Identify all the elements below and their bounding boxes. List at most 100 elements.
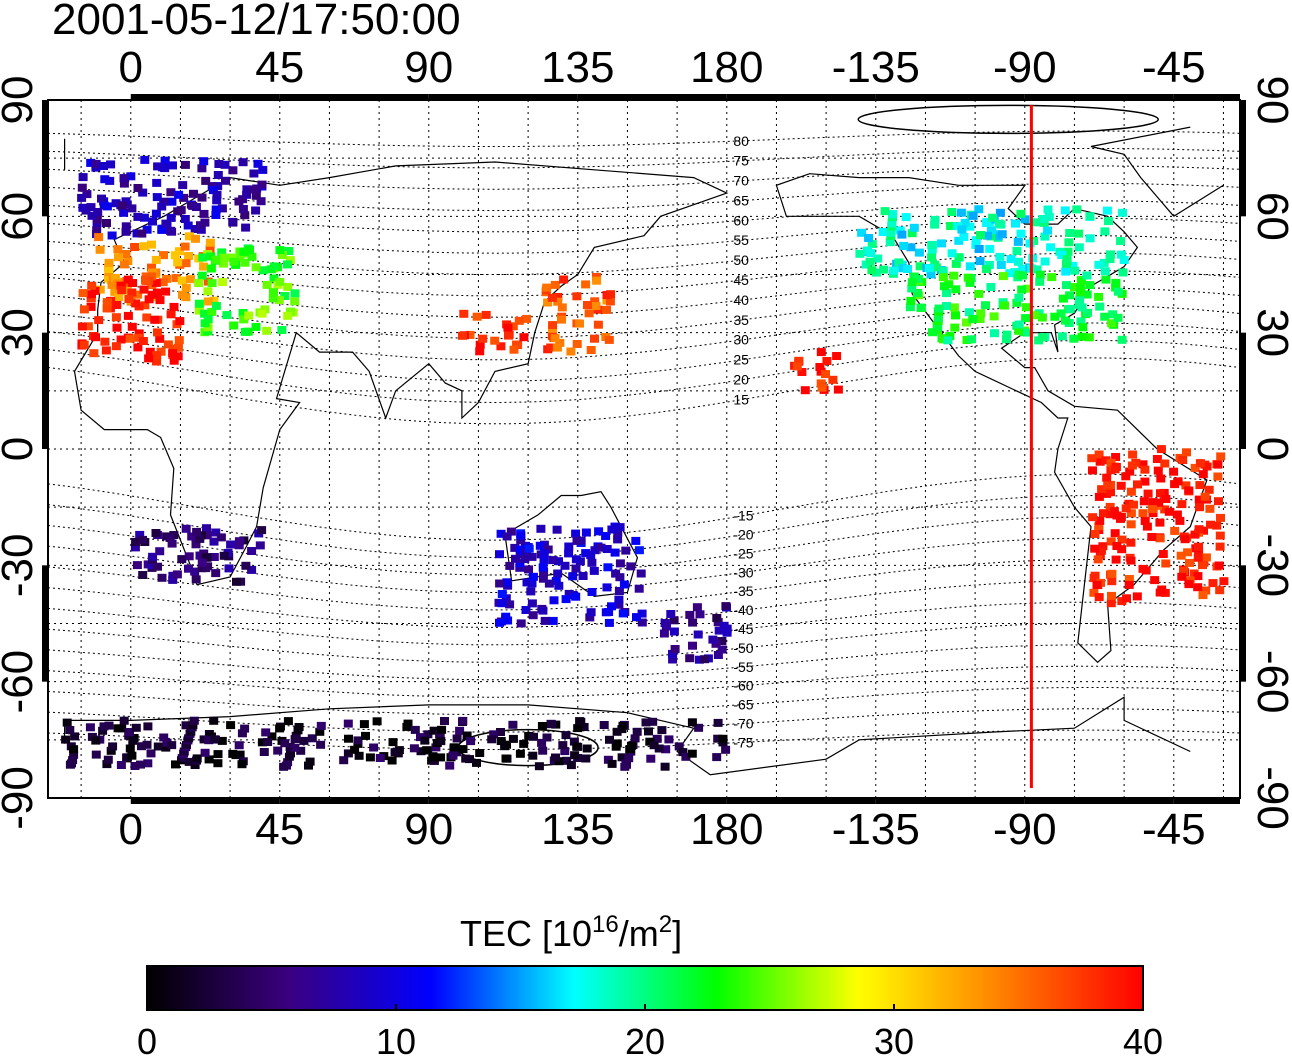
tec-cell xyxy=(1178,456,1188,464)
tec-cell xyxy=(1150,576,1160,585)
tec-cell xyxy=(971,236,981,245)
tec-cell xyxy=(123,311,133,320)
tec-cell xyxy=(1090,544,1100,553)
tec-cell xyxy=(131,723,141,732)
tec-cell xyxy=(256,197,266,206)
tec-cell xyxy=(572,340,582,348)
tec-cell xyxy=(99,162,108,170)
tec-cell xyxy=(1126,520,1136,529)
tec-cell xyxy=(157,202,167,211)
tec-cell xyxy=(286,749,295,758)
tec-cell xyxy=(1030,218,1040,227)
tec-cell xyxy=(1013,237,1023,246)
tec-cell xyxy=(110,287,120,296)
magnetic-latitude-contour xyxy=(48,516,1240,576)
tec-cell xyxy=(1106,537,1116,546)
tec-cell xyxy=(274,296,284,305)
tec-cell xyxy=(251,263,261,272)
tec-cell xyxy=(437,725,447,734)
tec-cell xyxy=(926,270,936,279)
tec-cell xyxy=(1089,574,1099,583)
tec-cell xyxy=(1023,328,1032,337)
y-tick-label: 0 xyxy=(1248,437,1292,461)
tec-cell xyxy=(388,738,398,747)
coastline xyxy=(63,126,1224,217)
tec-cell xyxy=(448,751,458,760)
tec-cell xyxy=(524,732,534,740)
tec-cell xyxy=(1140,517,1150,525)
y-tick-label: 90 xyxy=(1248,76,1292,125)
tec-cell xyxy=(1161,495,1171,503)
tec-cell xyxy=(142,740,152,749)
tec-cell xyxy=(1175,516,1185,525)
tec-cell xyxy=(712,753,722,762)
tec-cell xyxy=(581,754,591,763)
tec-cell xyxy=(800,386,810,395)
tec-cell xyxy=(1126,556,1136,565)
tec-cell xyxy=(247,252,257,261)
tec-cell xyxy=(359,720,369,729)
tec-cell xyxy=(465,330,475,339)
tec-cell xyxy=(998,272,1008,281)
tec-cell xyxy=(816,348,826,357)
tec-cell xyxy=(277,326,287,334)
tec-cell xyxy=(186,275,195,284)
tec-cell xyxy=(713,651,723,659)
tec-cell xyxy=(240,724,250,733)
tec-cell xyxy=(502,532,512,541)
tec-cell xyxy=(155,547,165,556)
tec-cell xyxy=(990,329,999,338)
tec-cell xyxy=(927,241,937,250)
tec-cell xyxy=(975,315,985,323)
tec-cell xyxy=(136,760,145,769)
tec-cell xyxy=(275,246,285,255)
tec-cell xyxy=(1070,283,1079,292)
tec-cell xyxy=(61,735,71,744)
tec-cell xyxy=(1148,498,1158,507)
tec-cell xyxy=(594,527,604,536)
tec-cell xyxy=(219,253,229,262)
x-tick-label: -135 xyxy=(832,43,920,92)
tec-cell xyxy=(1219,577,1229,586)
tec-cell xyxy=(1193,572,1203,581)
tec-cell xyxy=(907,284,917,293)
tec-cell xyxy=(228,749,238,758)
tec-cell xyxy=(85,723,95,732)
tec-cell xyxy=(148,217,157,226)
tec-cell xyxy=(212,190,222,199)
tec-cell xyxy=(234,197,244,206)
tec-cell xyxy=(1061,316,1070,325)
frame-bar-segment xyxy=(1173,798,1240,804)
tec-cell xyxy=(886,228,896,237)
tec-cell xyxy=(914,274,923,283)
tec-cell xyxy=(257,738,267,747)
tec-cell xyxy=(1194,525,1204,534)
tec-cell xyxy=(211,205,221,214)
tec-cell xyxy=(173,207,183,216)
x-tick-label: 135 xyxy=(541,805,614,854)
tec-cell xyxy=(192,754,202,763)
tec-cell xyxy=(515,559,525,568)
tec-cell xyxy=(815,363,825,371)
tec-cell xyxy=(436,737,446,746)
tec-cell xyxy=(94,316,104,325)
tec-cell xyxy=(981,301,990,310)
tec-cell xyxy=(1061,267,1071,276)
y-ticks-left: 90 60 30 0 -30 -60 -90 xyxy=(0,76,42,830)
frame-bar-segment xyxy=(428,94,578,100)
tec-cell xyxy=(1216,513,1225,522)
tec-cell xyxy=(153,328,162,337)
tec-cell xyxy=(166,213,176,222)
tec-cell xyxy=(194,306,204,315)
tec-cell xyxy=(177,555,187,564)
tec-cell xyxy=(527,579,537,588)
tec-cell xyxy=(65,726,75,734)
tec-cell xyxy=(951,285,961,294)
tec-cell xyxy=(654,744,664,753)
tec-cell xyxy=(1082,271,1092,280)
magnetic-latitude-label: -45 xyxy=(733,621,753,637)
magnetic-latitude-label: 45 xyxy=(733,272,749,288)
tec-cell xyxy=(436,753,446,762)
tec-cell xyxy=(570,751,580,760)
tec-cell xyxy=(181,293,191,302)
